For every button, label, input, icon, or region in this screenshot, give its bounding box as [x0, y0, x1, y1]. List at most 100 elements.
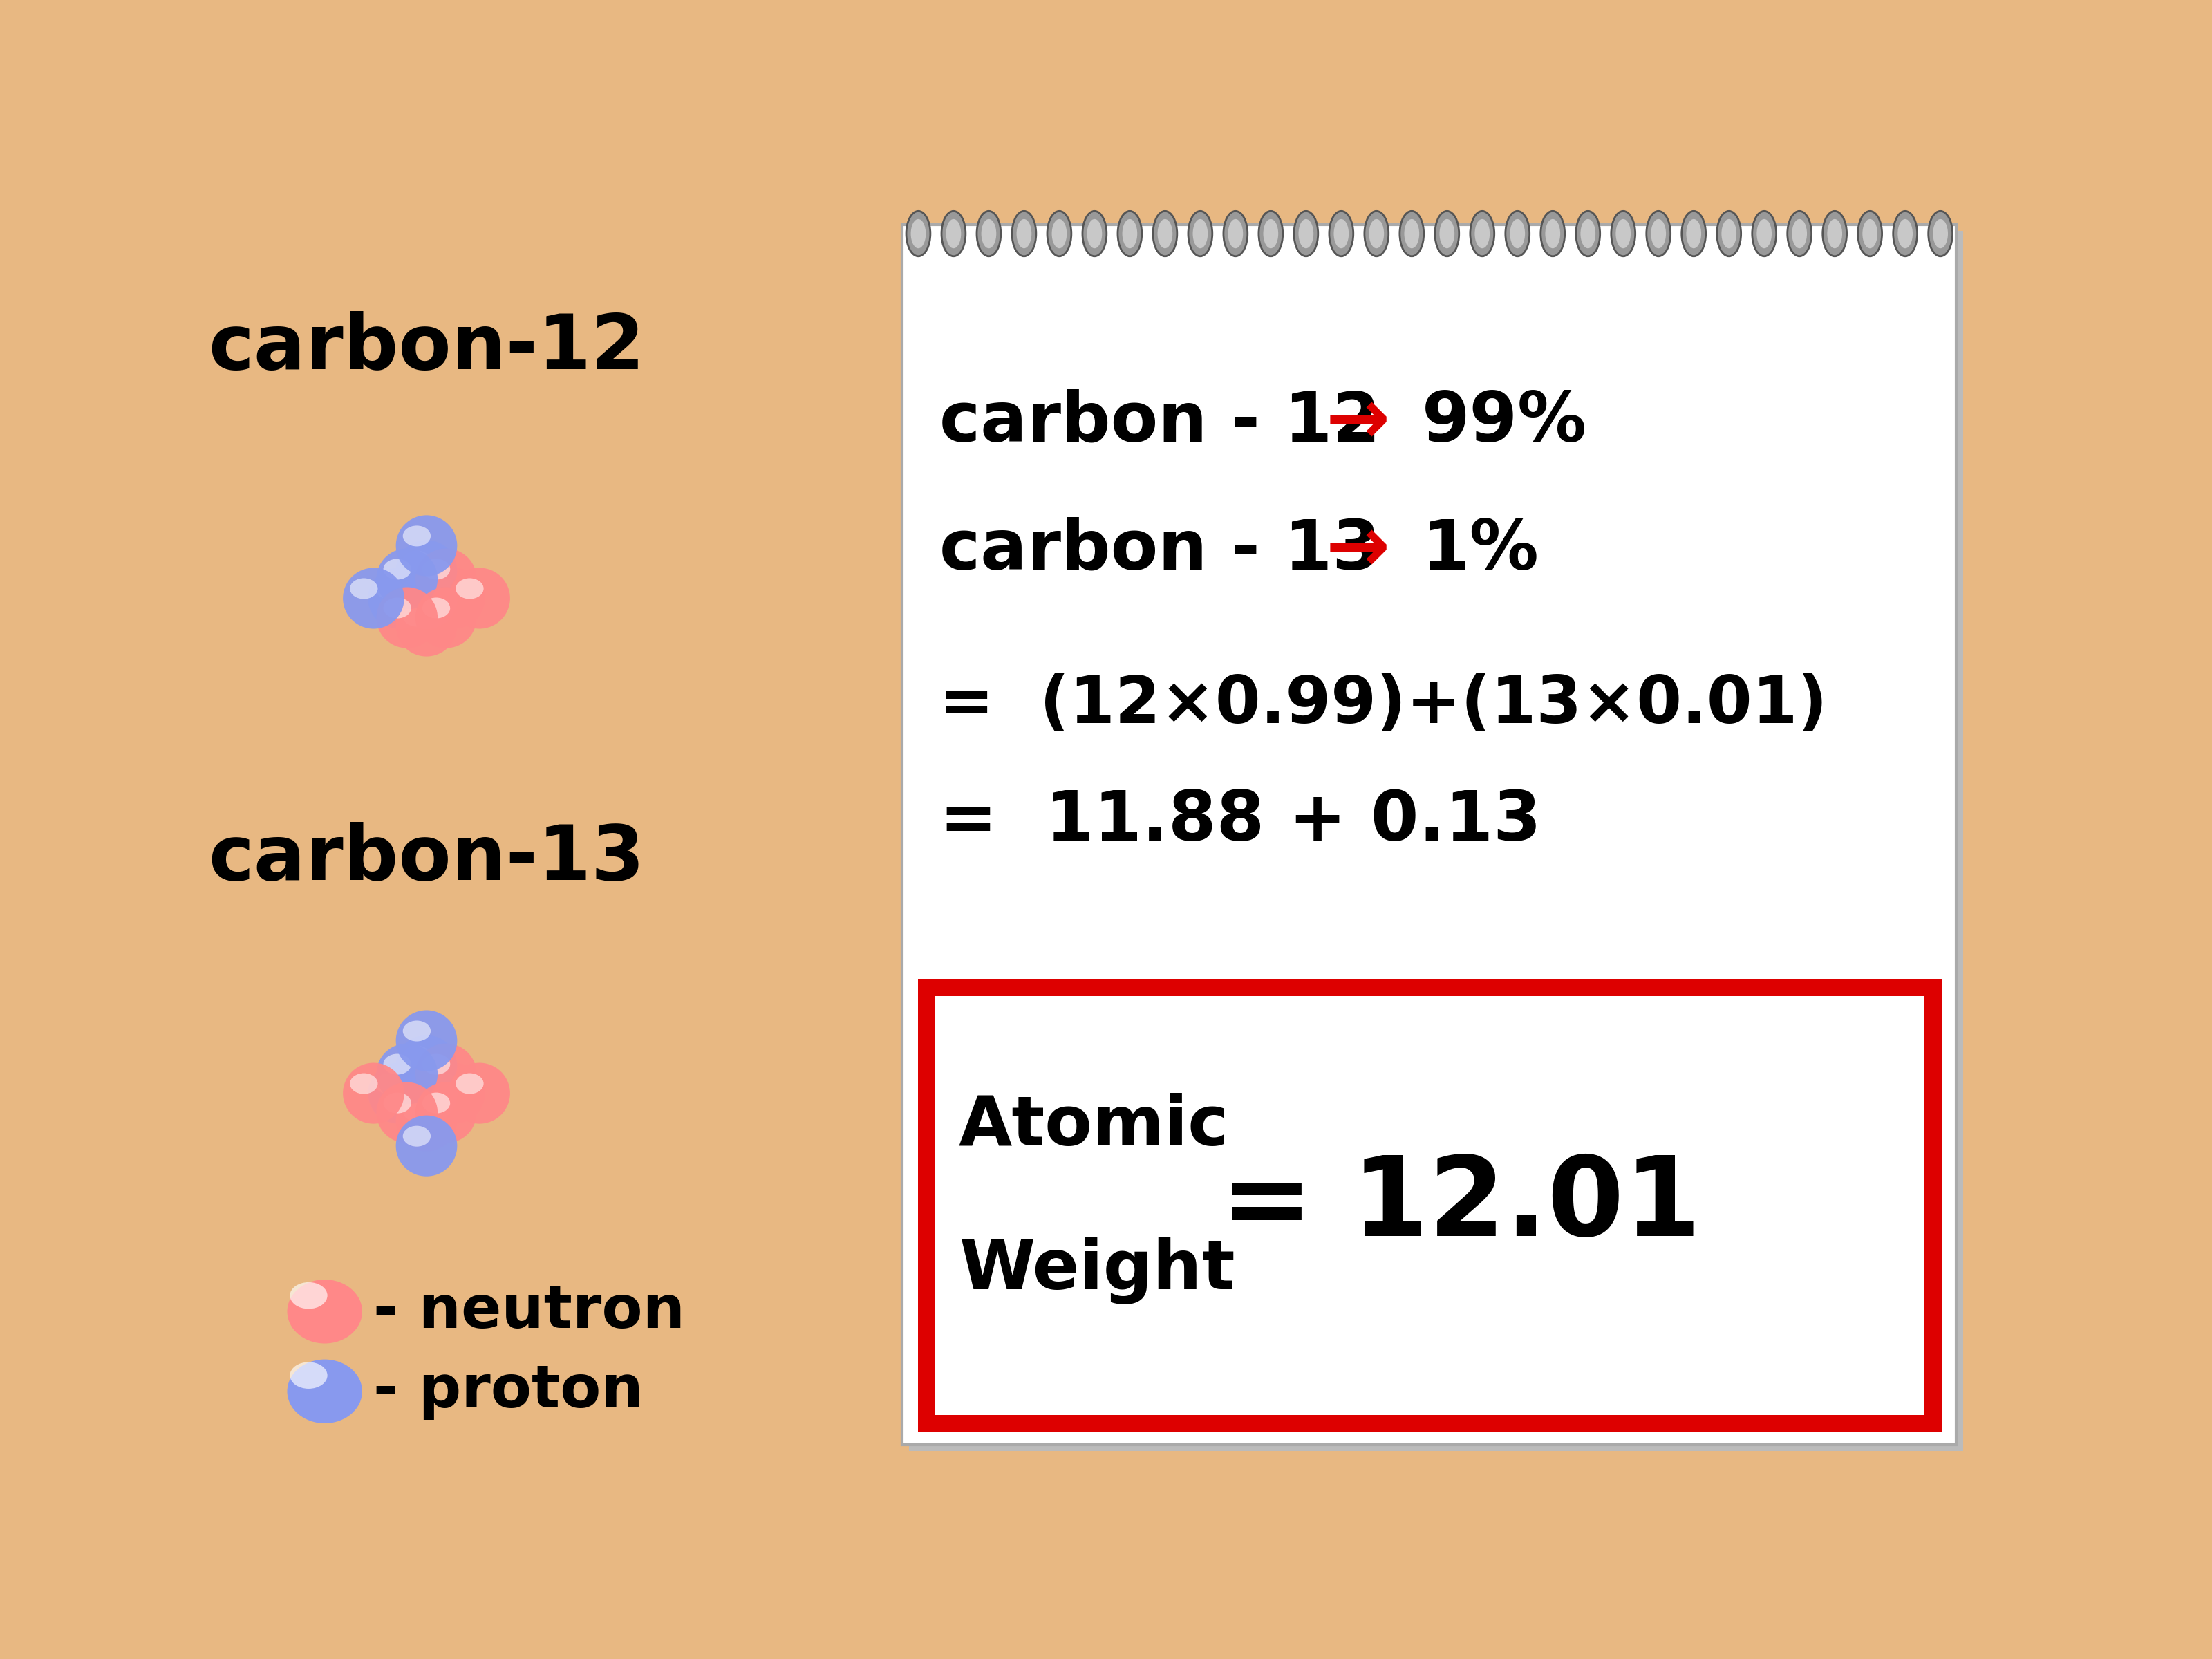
Ellipse shape — [349, 1073, 378, 1093]
Ellipse shape — [403, 579, 431, 599]
Ellipse shape — [1117, 211, 1141, 255]
Ellipse shape — [449, 1063, 511, 1123]
Ellipse shape — [1582, 219, 1595, 249]
Ellipse shape — [907, 211, 931, 255]
Ellipse shape — [1827, 219, 1843, 249]
Ellipse shape — [1717, 211, 1741, 255]
Ellipse shape — [1051, 219, 1066, 249]
Ellipse shape — [403, 551, 431, 571]
Text: 1%: 1% — [1422, 518, 1540, 584]
Ellipse shape — [367, 1063, 429, 1123]
Ellipse shape — [290, 1282, 327, 1309]
Ellipse shape — [288, 1279, 363, 1344]
Ellipse shape — [367, 567, 429, 629]
Ellipse shape — [1405, 219, 1420, 249]
Text: = 12.01: = 12.01 — [1221, 1151, 1701, 1259]
Ellipse shape — [982, 219, 995, 249]
Ellipse shape — [1471, 211, 1495, 255]
Text: →: → — [1325, 385, 1389, 460]
Ellipse shape — [376, 579, 403, 599]
Ellipse shape — [1436, 211, 1460, 255]
Ellipse shape — [1192, 219, 1208, 249]
Ellipse shape — [1929, 211, 1953, 255]
Text: - neutron: - neutron — [374, 1282, 686, 1340]
Text: carbon - 12: carbon - 12 — [940, 390, 1380, 456]
Ellipse shape — [1046, 211, 1071, 255]
Ellipse shape — [1152, 211, 1177, 255]
Ellipse shape — [383, 597, 411, 619]
Ellipse shape — [383, 1053, 411, 1075]
Ellipse shape — [1506, 211, 1528, 255]
Ellipse shape — [416, 549, 476, 609]
Ellipse shape — [376, 1044, 438, 1105]
Text: →: → — [1325, 513, 1389, 587]
Ellipse shape — [1334, 219, 1349, 249]
Ellipse shape — [1259, 211, 1283, 255]
Ellipse shape — [396, 541, 458, 601]
Ellipse shape — [1228, 219, 1243, 249]
Ellipse shape — [942, 211, 967, 255]
Ellipse shape — [403, 1126, 431, 1146]
Ellipse shape — [1858, 211, 1882, 255]
Text: - proton: - proton — [374, 1362, 644, 1420]
Ellipse shape — [1650, 219, 1666, 249]
Ellipse shape — [1787, 211, 1812, 255]
Text: carbon-13: carbon-13 — [208, 823, 644, 896]
Ellipse shape — [431, 1073, 458, 1093]
FancyBboxPatch shape — [909, 231, 1962, 1452]
Ellipse shape — [288, 1359, 363, 1423]
Ellipse shape — [396, 516, 458, 576]
Ellipse shape — [1329, 211, 1354, 255]
Ellipse shape — [425, 1063, 484, 1123]
Ellipse shape — [1157, 219, 1172, 249]
Ellipse shape — [422, 1053, 451, 1075]
Text: 99%: 99% — [1422, 390, 1588, 456]
Ellipse shape — [1610, 211, 1635, 255]
Ellipse shape — [1511, 219, 1524, 249]
Ellipse shape — [422, 559, 451, 579]
Ellipse shape — [449, 567, 511, 629]
Ellipse shape — [1086, 219, 1102, 249]
Text: =  (12×0.99)+(13×0.01): = (12×0.99)+(13×0.01) — [940, 674, 1827, 737]
Ellipse shape — [1475, 219, 1489, 249]
Ellipse shape — [376, 587, 438, 649]
Ellipse shape — [396, 1063, 458, 1123]
Ellipse shape — [456, 579, 484, 599]
Text: Atomic: Atomic — [958, 1093, 1230, 1160]
FancyBboxPatch shape — [927, 987, 1933, 1423]
Ellipse shape — [1575, 211, 1599, 255]
Ellipse shape — [416, 1082, 476, 1143]
Text: Weight: Weight — [958, 1236, 1234, 1304]
Ellipse shape — [978, 211, 1000, 255]
Ellipse shape — [1400, 211, 1425, 255]
Ellipse shape — [376, 1073, 403, 1093]
Ellipse shape — [376, 1082, 438, 1143]
Ellipse shape — [403, 1073, 431, 1093]
Ellipse shape — [396, 596, 458, 657]
Ellipse shape — [1721, 219, 1736, 249]
Ellipse shape — [911, 219, 927, 249]
Ellipse shape — [1121, 219, 1137, 249]
Text: carbon - 13: carbon - 13 — [940, 518, 1380, 584]
Ellipse shape — [349, 579, 378, 599]
Ellipse shape — [422, 597, 451, 619]
Ellipse shape — [1011, 211, 1035, 255]
Ellipse shape — [376, 549, 438, 609]
Ellipse shape — [343, 567, 405, 629]
Ellipse shape — [1440, 219, 1455, 249]
Ellipse shape — [456, 1073, 484, 1093]
Ellipse shape — [396, 1090, 458, 1151]
Ellipse shape — [1018, 219, 1031, 249]
Ellipse shape — [1893, 211, 1918, 255]
Ellipse shape — [403, 606, 431, 627]
Ellipse shape — [1294, 211, 1318, 255]
Ellipse shape — [1542, 211, 1564, 255]
Ellipse shape — [1863, 219, 1878, 249]
Ellipse shape — [290, 1362, 327, 1389]
FancyBboxPatch shape — [902, 224, 1958, 1445]
Ellipse shape — [1223, 211, 1248, 255]
Ellipse shape — [383, 1093, 411, 1113]
Ellipse shape — [425, 567, 484, 629]
Ellipse shape — [1823, 211, 1847, 255]
Ellipse shape — [1188, 211, 1212, 255]
